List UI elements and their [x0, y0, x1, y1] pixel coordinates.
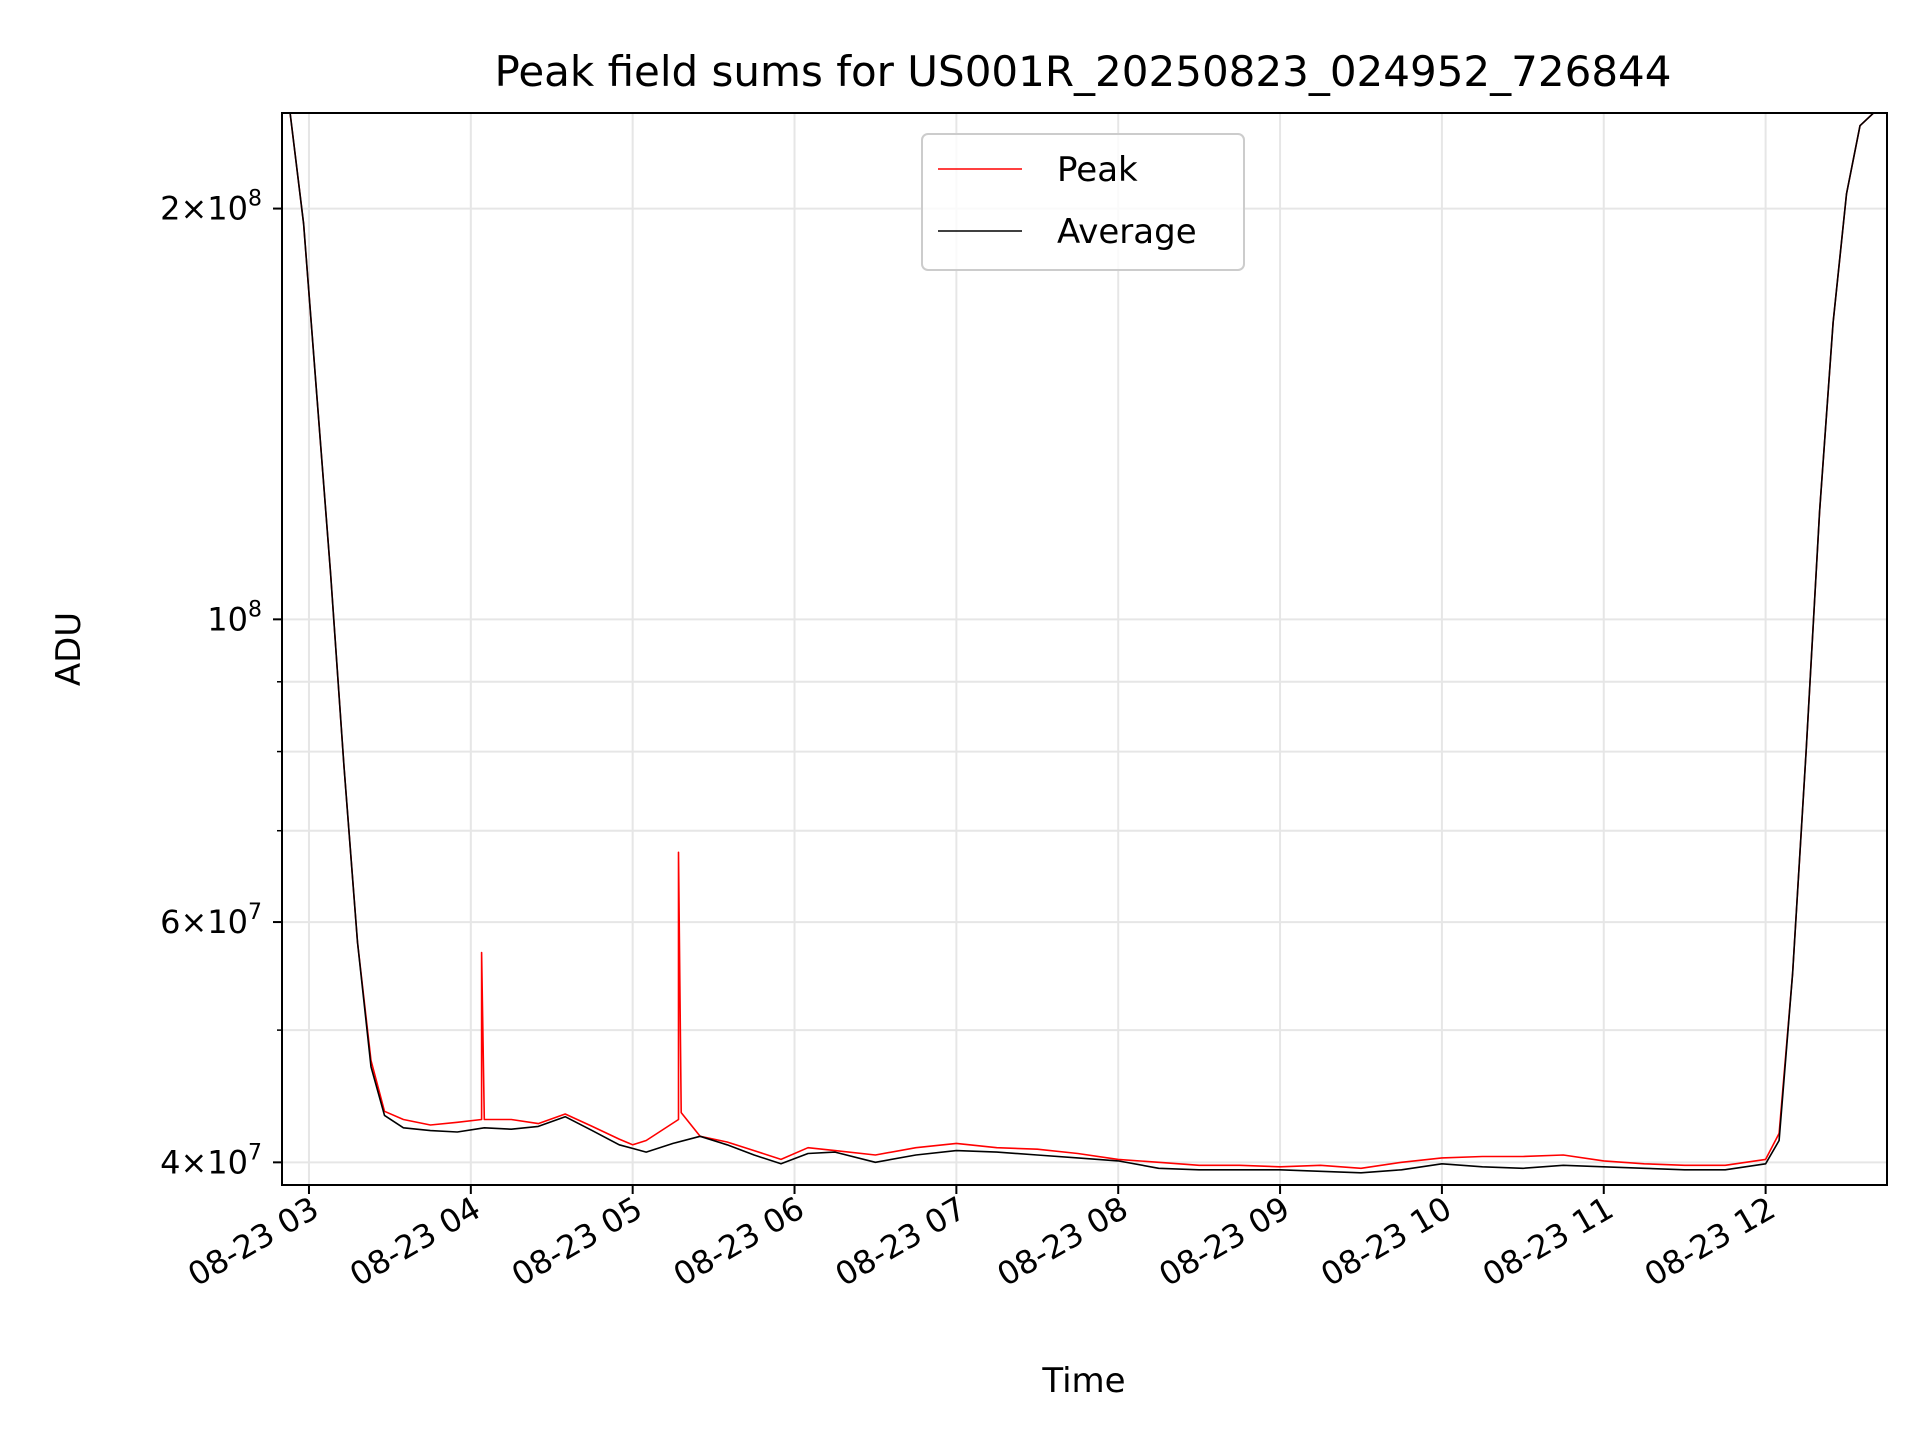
- series-line-peak: [282, 113, 1887, 1170]
- y-tick-label: 2×108: [160, 187, 262, 228]
- y-tick-label: 4×107: [160, 1140, 262, 1181]
- legend-label-peak: Peak: [1057, 150, 1138, 190]
- y-tick-label: 6×107: [160, 900, 262, 941]
- plot-frame: [281, 112, 1888, 1186]
- x-axis-label: Time: [1041, 1361, 1125, 1401]
- y-tick-label: 108: [207, 597, 262, 638]
- y-axis-label: ADU: [49, 612, 89, 686]
- series-group: [282, 113, 1887, 1174]
- series-line-average: [282, 113, 1887, 1174]
- legend-box: [921, 133, 1245, 271]
- legend-label-average: Average: [1057, 212, 1197, 252]
- legend: Peak Average: [921, 133, 1245, 271]
- y-axis: 4×107 6×107 108 2×108: [160, 187, 282, 1181]
- chart-title: Peak field sums for US001R_20250823_0249…: [495, 47, 1672, 96]
